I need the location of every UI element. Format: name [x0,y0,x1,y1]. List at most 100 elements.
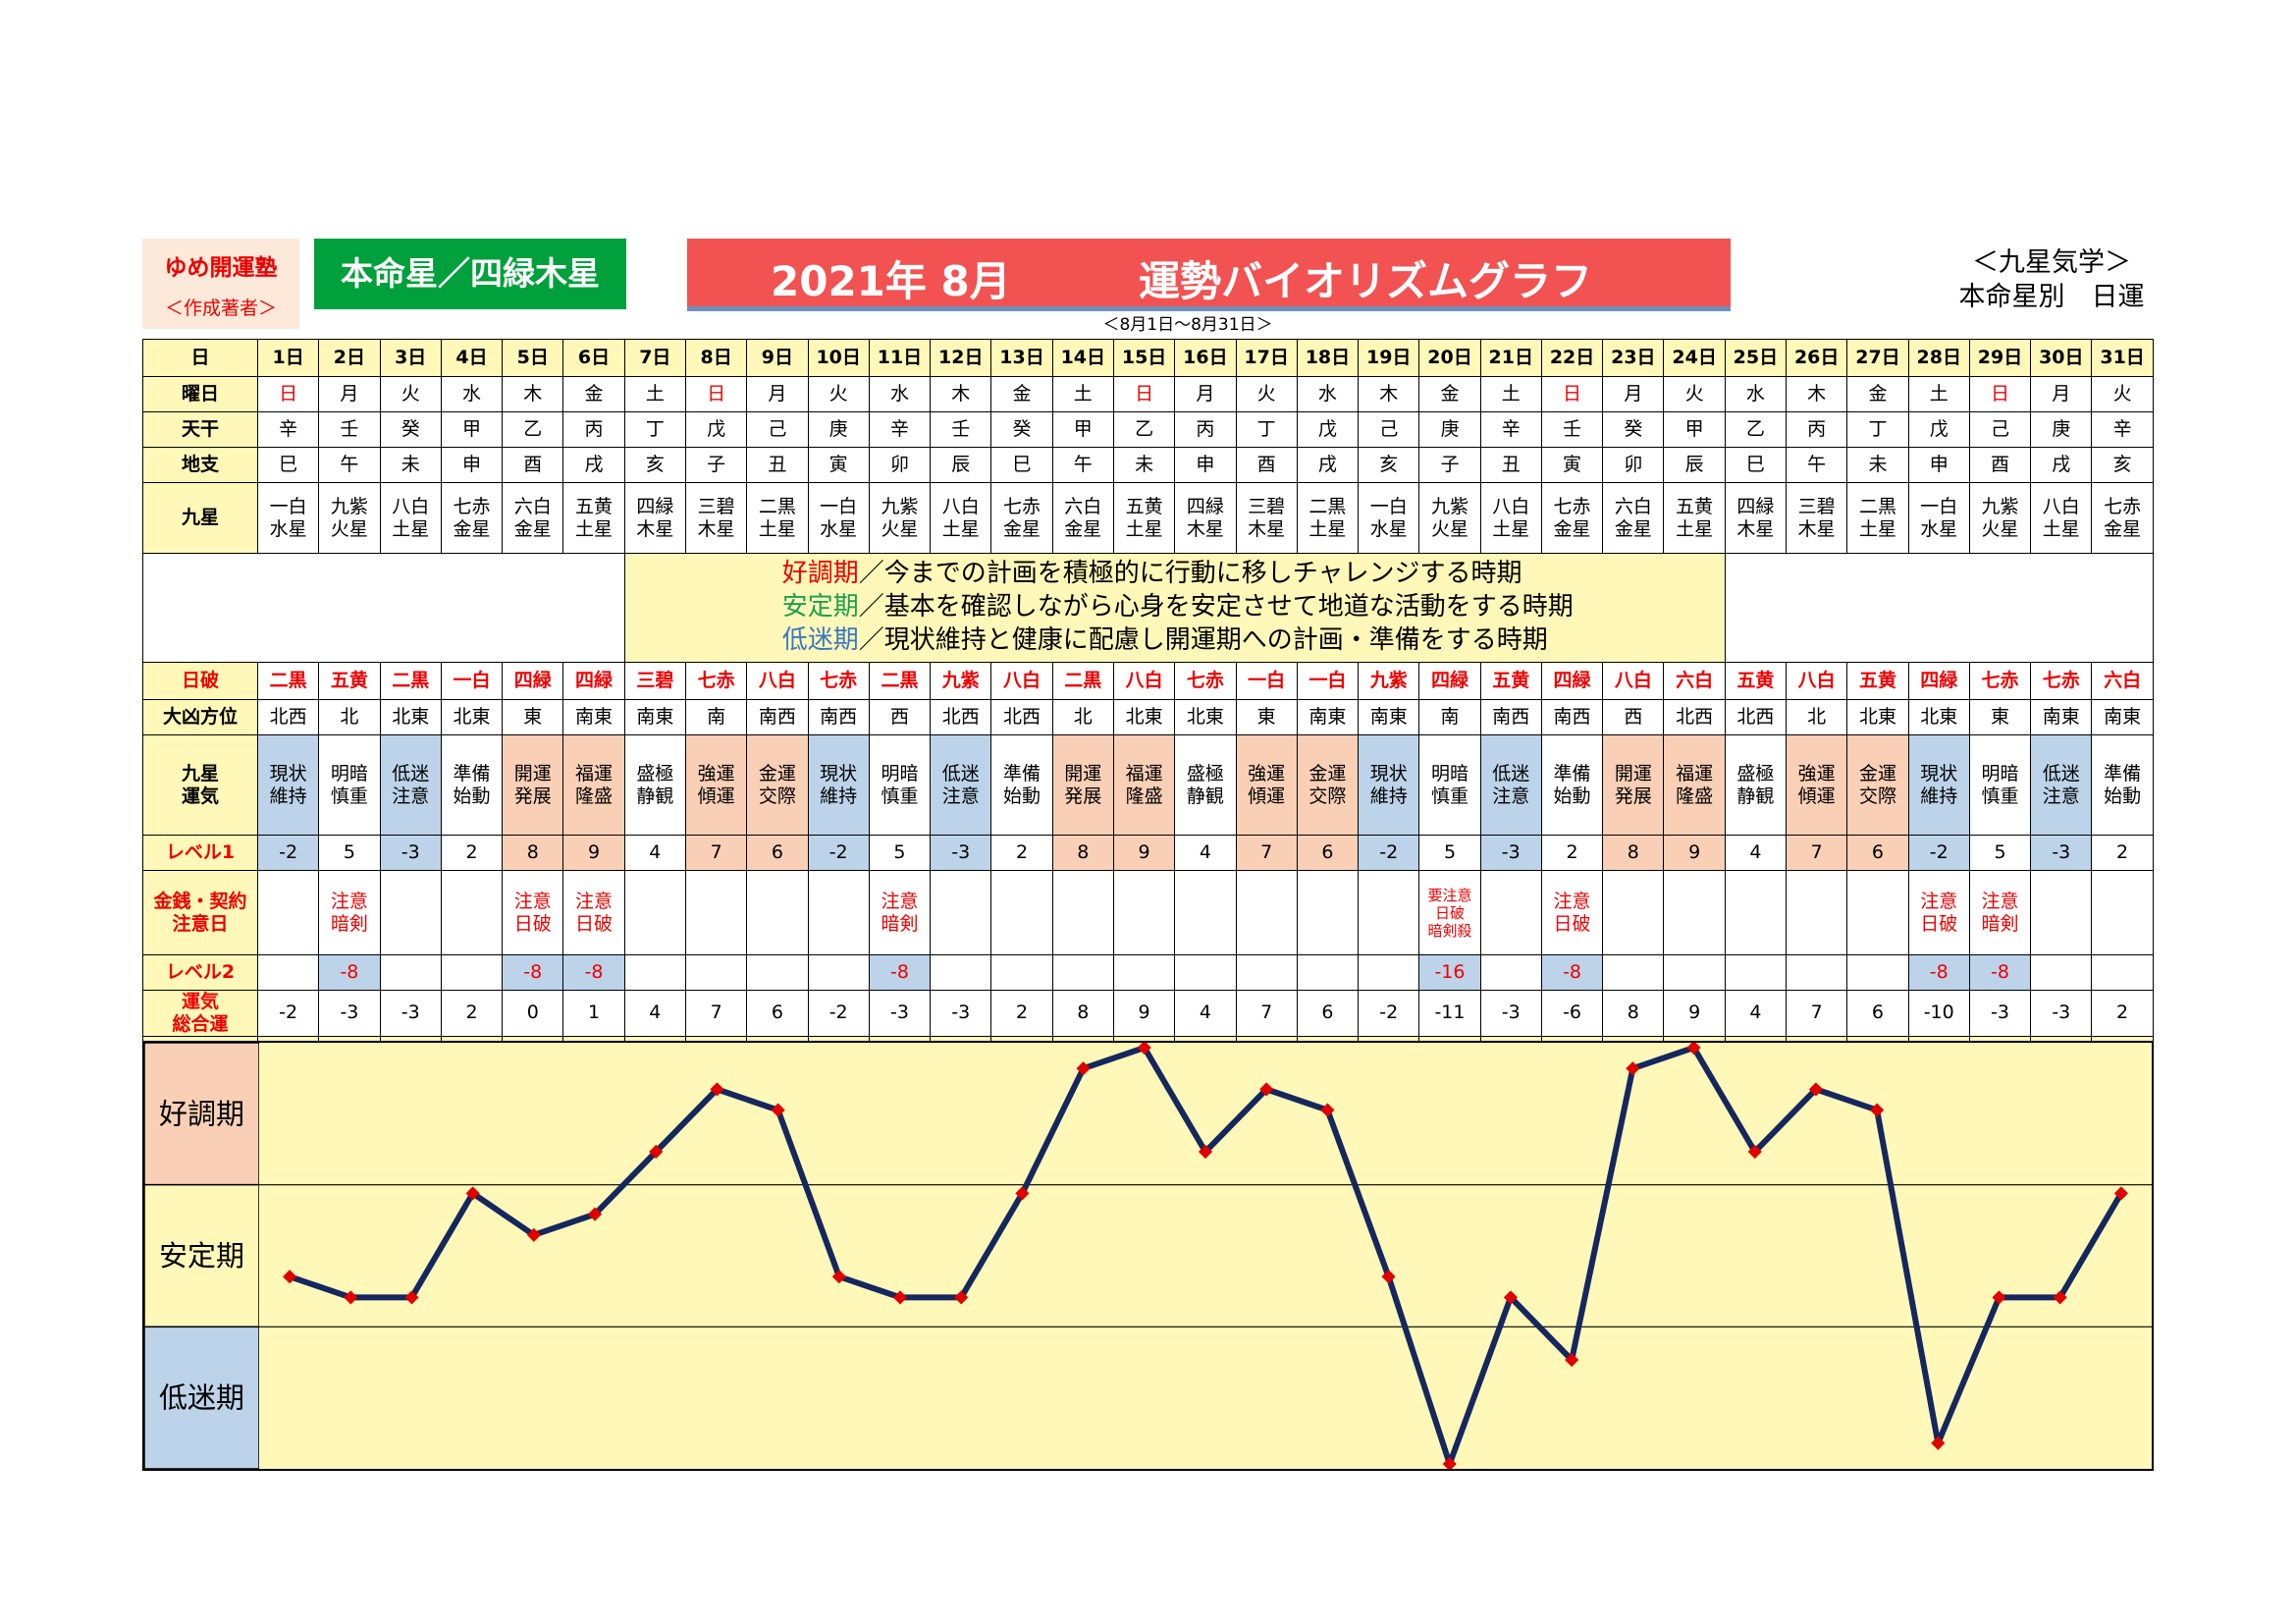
day-cell: 9日 [746,339,809,377]
lv2-cell [256,954,320,991]
data-point [1808,1082,1824,1097]
legend-term: 好調期 [781,559,859,589]
kanshi-cell: 庚 [2030,411,2093,448]
nine-cell: 七赤 金星 [2091,482,2154,554]
legend-term: 低迷期 [781,624,859,655]
total-cell: -2 [807,990,870,1037]
yb-cell: 火 [379,376,442,412]
kin-cell: 注意 日破 [1907,870,1970,955]
kanshi-cell: 辰 [1663,447,1726,483]
yb-cell: 月 [2030,376,2093,412]
kin-cell [1602,870,1665,955]
lv2-cell [2091,954,2154,991]
kin-cell [684,870,748,955]
unki-cell: 盛極 静観 [623,734,686,836]
kanshi-cell: 午 [1786,447,1848,483]
lv2-cell [1724,954,1788,991]
unki-cell: 現状 維持 [256,734,320,836]
lv2-cell [1846,954,1909,991]
total-cell: -2 [256,990,320,1037]
kanshi-cell: 戊 [1907,411,1970,448]
total-cell: -3 [930,990,992,1037]
yb-cell: 金 [1418,376,1481,412]
kanshi-cell: 巳 [256,447,320,483]
kanshi-cell: 子 [1418,447,1481,483]
nine-cell: 六白 金星 [1602,482,1665,554]
unki-cell: 強運 傾運 [1786,734,1848,836]
total-cell: 4 [1724,990,1788,1037]
kin-cell [2091,870,2154,955]
kin-cell [379,870,442,955]
nine-cell: 一白 水星 [807,482,870,554]
hoi-cell: 北 [1786,699,1848,735]
unki-cell: 低迷 注意 [2030,734,2093,836]
kin-label: 金銭・契約 注意日 [142,870,258,955]
kanshi-cell: 卯 [1602,447,1665,483]
total-cell: 8 [1051,990,1114,1037]
hit-cell: 八白 [746,662,809,700]
kin-cell [256,870,320,955]
data-point [710,1082,724,1097]
hoi-cell: 南東 [562,699,625,735]
lv2-cell [1174,954,1237,991]
kin-cell [1174,870,1237,955]
hit-cell: 七赤 [2030,662,2093,700]
lv1-label: レベル1 [142,835,258,871]
total-cell: 6 [1296,990,1360,1037]
nine-cell: 四緑 木星 [1174,482,1237,554]
nine-cell: 二黒 土星 [1846,482,1909,554]
lv2-cell [623,954,686,991]
yb-cell: 土 [1907,376,1970,412]
unki-cell: 盛極 静観 [1724,734,1788,836]
kanshi-cell: 庚 [1418,411,1481,448]
total-cell: 6 [746,990,809,1037]
kanshi-cell: 甲 [1663,411,1726,448]
lv2-label: レベル2 [142,954,258,991]
kin-cell [930,870,992,955]
hit-cell: 二黒 [379,662,442,700]
category-line1: ＜九星気学＞ [1972,247,2131,278]
kin-cell [440,870,504,955]
total-cell: 7 [684,990,748,1037]
hit-cell: 三碧 [623,662,686,700]
day-label: 日 [142,339,258,377]
legend-text: ／基本を確認しながら心身を安定させて地道な活動をする時期 [858,592,1574,623]
total-cell: 7 [1235,990,1298,1037]
kanshi-cell: 乙 [1112,411,1176,448]
day-cell: 29日 [1968,339,2032,377]
nine-cell: 九紫 火星 [1418,482,1481,554]
kanshi-cell: 丑 [746,447,809,483]
zone-label-bg [144,1183,260,1328]
hit-cell: 八白 [1112,662,1176,700]
day-cell: 15日 [1112,339,1176,377]
total-cell: -3 [2030,990,2093,1037]
day-cell: 27日 [1846,339,1909,377]
title-bar: 2021年 8月 運勢バイオリズムグラフ [687,239,1731,311]
star-label: 本命星／四緑木星 [314,239,626,309]
day-cell: 3日 [379,339,442,377]
kanshi-cell: 己 [746,411,809,448]
data-point [1686,1043,1701,1056]
nine-cell: 九紫 火星 [868,482,932,554]
kanshi-cell: 甲 [440,411,504,448]
day-cell: 6日 [562,339,625,377]
hoi-cell: 北東 [1846,699,1909,735]
total-cell: 2 [440,990,504,1037]
legend-line: 好調期／今までの計画を積極的に行動に移しチャレンジする時期 [782,558,1725,591]
lv2-cell: -8 [1968,954,2032,991]
day-cell: 28日 [1907,339,1970,377]
lv1-cell: 8 [502,835,564,871]
kin-cell [1051,870,1114,955]
lv2-cell [1479,954,1542,991]
lv2-cell: -16 [1418,954,1481,991]
legend-term: 安定期 [781,592,859,623]
kanshi-cell: 巳 [1724,447,1788,483]
day-cell: 12日 [930,339,992,377]
unki-cell: 低迷 注意 [379,734,442,836]
hoi-label: 大凶方位 [142,699,258,735]
lv2-cell [1602,954,1665,991]
unki-cell: 低迷 注意 [930,734,992,836]
data-point [892,1290,908,1305]
total-row: 運気 総合運 -2 -3 -3 2 0 1 4 7 6 -2 -3 -3 2 8 9 4 7 6 -2 -11 -3 -6 8… [142,990,2154,1037]
hoi-cell: 南東 [2030,699,2093,735]
